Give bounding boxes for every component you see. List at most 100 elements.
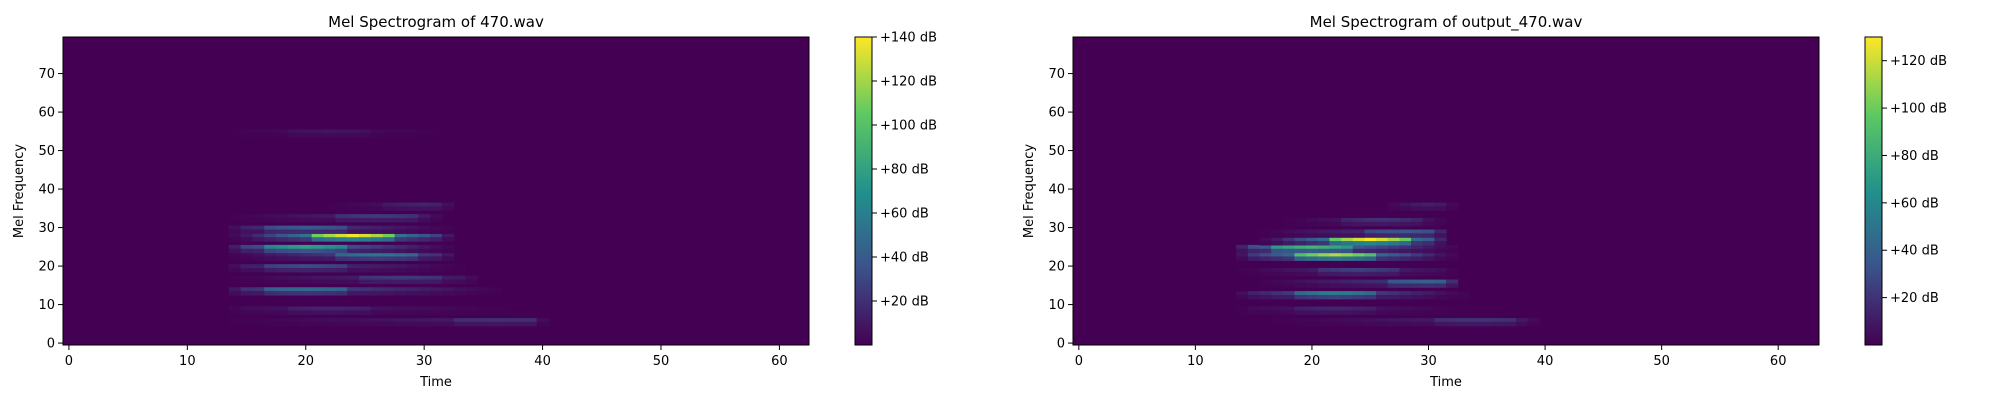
heatmap-cell bbox=[382, 237, 396, 242]
heatmap-cell bbox=[1504, 321, 1517, 327]
heatmap-cell bbox=[1387, 321, 1400, 327]
heatmap-cell bbox=[240, 287, 254, 292]
heatmap-cell bbox=[1399, 321, 1412, 327]
heatmap-cell bbox=[453, 310, 467, 315]
y-axis-label: Mel Frequency bbox=[1022, 144, 1037, 238]
heatmap-cell bbox=[264, 306, 277, 311]
heatmap-cell bbox=[1387, 306, 1400, 311]
heatmap-cell bbox=[1317, 268, 1331, 273]
heatmap-cell bbox=[264, 275, 277, 281]
heatmap-cell bbox=[1294, 271, 1307, 277]
heatmap-cell bbox=[1492, 318, 1505, 323]
heatmap-cell bbox=[252, 291, 265, 296]
heatmap-cell bbox=[465, 279, 479, 284]
heatmap-cell bbox=[359, 133, 372, 138]
x-tick-label: 0 bbox=[1075, 354, 1083, 369]
heatmap-cell bbox=[1422, 268, 1435, 273]
heatmap-cell bbox=[1387, 268, 1400, 273]
heatmap-cell bbox=[1446, 256, 1459, 261]
heatmap-cell bbox=[323, 291, 336, 296]
heatmap-cell bbox=[347, 244, 360, 250]
heatmap-cell bbox=[228, 279, 242, 284]
heatmap-cell bbox=[1434, 256, 1447, 261]
heatmap-cell bbox=[465, 321, 479, 327]
heatmap-cell bbox=[335, 318, 348, 323]
heatmap-cell bbox=[228, 233, 242, 238]
heatmap-cell bbox=[287, 233, 301, 238]
heatmap-cell bbox=[311, 306, 325, 311]
heatmap-cell bbox=[430, 202, 443, 207]
heatmap-cell bbox=[1364, 291, 1377, 296]
heatmap-cell bbox=[1317, 244, 1331, 250]
x-tick-label: 40 bbox=[534, 354, 551, 369]
heatmap-cell bbox=[382, 287, 396, 292]
heatmap-cell bbox=[264, 264, 277, 269]
heatmap-cell bbox=[287, 244, 301, 250]
heatmap-cell bbox=[347, 318, 360, 323]
heatmap-cell bbox=[406, 248, 419, 254]
heatmap-cell bbox=[1317, 237, 1331, 242]
heatmap-cell bbox=[489, 318, 502, 323]
heatmap-cell bbox=[394, 279, 407, 284]
heatmap-cell bbox=[276, 248, 289, 254]
heatmap-cell bbox=[1387, 237, 1400, 242]
heatmap-cell bbox=[1399, 229, 1412, 234]
heatmap-cell bbox=[430, 264, 443, 269]
heatmap-cell bbox=[1434, 321, 1447, 327]
heatmap-cell bbox=[1376, 233, 1389, 238]
heatmap-cell bbox=[1376, 229, 1389, 234]
heatmap-cell bbox=[1317, 252, 1331, 258]
heatmap-cell bbox=[335, 206, 348, 211]
x-tick-label: 60 bbox=[1770, 354, 1787, 369]
heatmap-cell bbox=[394, 206, 407, 211]
heatmap-cell bbox=[1446, 202, 1459, 207]
heatmap-cell bbox=[1399, 241, 1412, 246]
heatmap-cell bbox=[430, 279, 443, 284]
heatmap-cell bbox=[228, 275, 242, 281]
heatmap-cell bbox=[264, 225, 277, 231]
heatmap-cell bbox=[323, 287, 336, 292]
heatmap-cell bbox=[1399, 252, 1412, 258]
heatmap-cell bbox=[1247, 310, 1261, 315]
x-tick-label: 20 bbox=[1304, 354, 1321, 369]
heatmap-cell bbox=[347, 133, 360, 138]
heatmap-cell bbox=[299, 214, 313, 219]
heatmap-cell bbox=[228, 229, 242, 234]
heatmap-cell bbox=[323, 237, 336, 242]
heatmap-cell bbox=[1411, 279, 1424, 284]
heatmap-cell bbox=[264, 229, 277, 234]
heatmap-cell bbox=[287, 256, 301, 261]
heatmap-cell bbox=[1247, 248, 1261, 254]
heatmap-cell bbox=[1422, 233, 1435, 238]
heatmap-cell bbox=[228, 291, 242, 296]
heatmap-cell bbox=[1294, 217, 1307, 223]
heatmap-cell bbox=[370, 202, 384, 207]
heatmap-cell bbox=[1387, 241, 1400, 246]
heatmap-cell bbox=[441, 310, 455, 315]
heatmap-cell bbox=[276, 268, 289, 273]
heatmap-cell bbox=[347, 275, 360, 281]
heatmap-cell bbox=[323, 279, 336, 284]
heatmap-cell bbox=[1446, 310, 1459, 315]
heatmap-cell bbox=[370, 129, 384, 134]
heatmap-cell bbox=[1306, 244, 1319, 250]
heatmap-cell bbox=[335, 310, 348, 315]
heatmap-cell bbox=[311, 310, 325, 315]
heatmap-cell bbox=[299, 318, 313, 323]
heatmap-cell bbox=[1376, 268, 1389, 273]
heatmap-cell bbox=[370, 306, 384, 311]
heatmap-cell bbox=[1259, 294, 1272, 300]
colorbar-tick-label: +120 dB bbox=[880, 75, 937, 90]
heatmap-cell bbox=[370, 237, 384, 242]
heatmap-cell bbox=[1247, 256, 1261, 261]
heatmap-cell bbox=[264, 233, 277, 238]
heatmap-cell bbox=[370, 133, 384, 138]
heatmap-cell bbox=[1411, 248, 1424, 254]
heatmap-cell bbox=[1271, 318, 1284, 323]
heatmap-cell bbox=[394, 233, 407, 238]
heatmap-cell bbox=[335, 229, 348, 234]
heatmap-cell bbox=[228, 225, 242, 231]
x-tick-label: 0 bbox=[65, 354, 73, 369]
heatmap-cell bbox=[359, 310, 372, 315]
